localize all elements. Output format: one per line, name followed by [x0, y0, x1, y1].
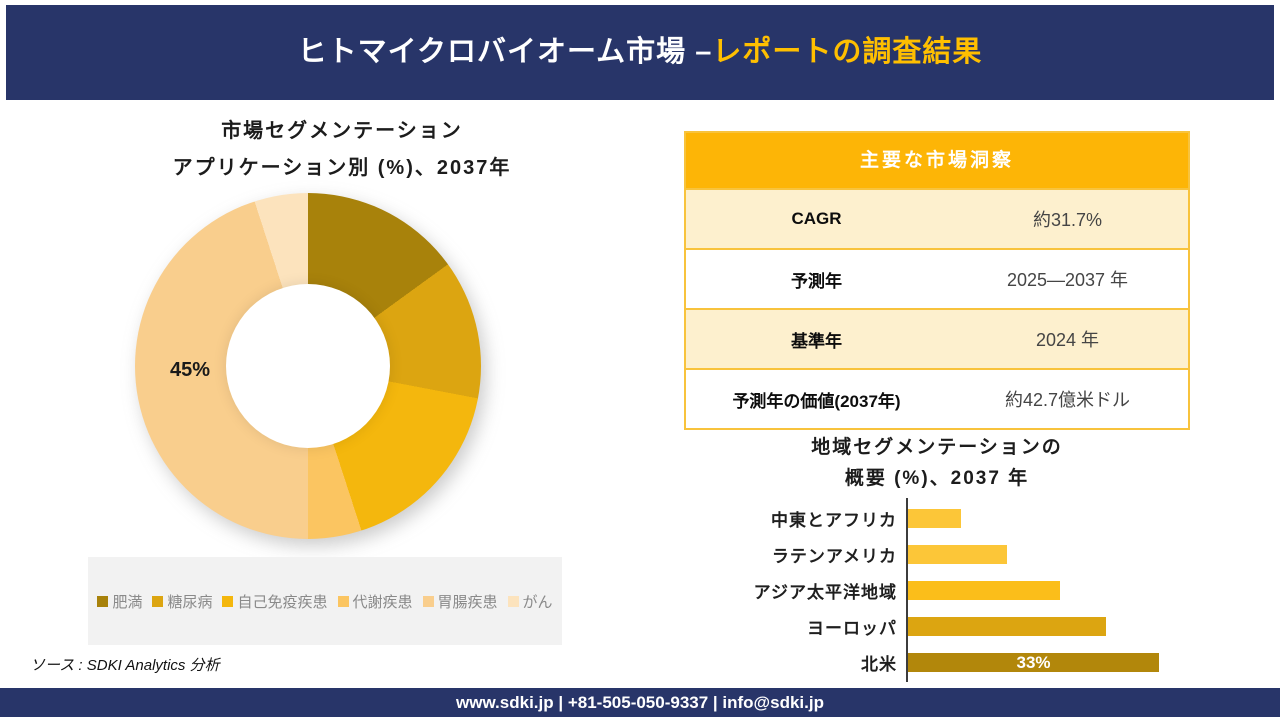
bar-row: 中東とアフリカ [690, 500, 1250, 536]
bar-category-label: ラテンアメリカ [771, 546, 897, 566]
legend-swatch [337, 595, 349, 607]
footer-banner: www.sdki.jp | +81-505-050-9337 | info@sd… [0, 688, 1280, 717]
legend-label: 糖尿病 [167, 593, 213, 611]
table-row-label: 予測年 [791, 271, 843, 291]
table-row-label: CAGR [791, 209, 842, 228]
legend-swatch [97, 595, 109, 607]
legend-label: がん [522, 593, 553, 611]
bar-chart-title: 地域セグメンテーションの 概要 (%)、2037 年 [700, 432, 1174, 494]
donut-chart-title-line2: アプリケーション別 (%)、2037年 [172, 157, 512, 179]
legend-item: 代謝疾患 [337, 591, 413, 612]
table-row: 基準年 2024 年 [686, 308, 1188, 368]
bar-row: 北米 33% [690, 644, 1250, 680]
legend-swatch [507, 595, 519, 607]
source-note: ソース : SDKI Analytics 分析 [30, 657, 220, 674]
page-title-accent: レポートの調査結果 [712, 36, 983, 68]
legend-label: 胃腸疾患 [437, 593, 498, 611]
legend-swatch [152, 595, 164, 607]
insights-table-header: 主要な市場洞察 [686, 133, 1188, 188]
legend-label: 自己免疫疾患 [237, 593, 328, 611]
legend-swatch [422, 595, 434, 607]
table-row: 予測年の価値(2037年) 約42.7億米ドル [686, 368, 1188, 428]
donut-chart: 45% [135, 193, 481, 539]
table-row-label: 基準年 [791, 331, 843, 351]
table-row: 予測年 2025—2037 年 [686, 248, 1188, 308]
bar-row: ヨーロッパ [690, 608, 1250, 644]
legend-swatch [222, 595, 234, 607]
donut-data-label: 45% [169, 359, 211, 381]
legend-item: がん [507, 591, 553, 612]
table-row-value: 2024 年 [1035, 330, 1100, 350]
bar-chart-axis [906, 498, 908, 682]
table-row-value: 約42.7億米ドル [1004, 390, 1131, 410]
bar [908, 544, 1007, 564]
legend-label: 肥満 [112, 593, 143, 611]
footer-contact: www.sdki.jp | +81-505-050-9337 | info@sd… [456, 693, 824, 712]
bar [908, 616, 1106, 636]
legend-label: 代謝疾患 [352, 593, 413, 611]
donut-chart-title: 市場セグメンテーション アプリケーション別 (%)、2037年 [62, 113, 622, 187]
chart-legend: 肥満 糖尿病 自己免疫疾患 代謝疾患 胃腸疾患 がん [88, 557, 562, 645]
page-title-main: ヒトマイクロバイオーム市場 – [297, 36, 713, 68]
bar-row: ラテンアメリカ [690, 536, 1250, 572]
legend-item: 糖尿病 [152, 591, 212, 612]
bar-chart-title-line2: 概要 (%)、2037 年 [844, 468, 1030, 489]
insights-table-body: CAGR 約31.7% 予測年 2025—2037 年基準年 2024 年予測年の価値(… [686, 188, 1188, 428]
bar-row: アジア太平洋地域 [690, 572, 1250, 608]
legend-item: 胃腸疾患 [422, 591, 498, 612]
table-row-value: 2025—2037 年 [1006, 270, 1129, 290]
insights-table: 主要な市場洞察 CAGR 約31.7% 予測年 2025—2037 年基準年 2024 … [684, 131, 1190, 430]
bar [908, 580, 1060, 600]
legend-item: 肥満 [97, 591, 142, 612]
table-row-value: 約31.7% [1032, 210, 1103, 230]
donut-hole [226, 284, 390, 448]
header-banner: ヒトマイクロバイオーム市場 –レポートの調査結果 [6, 5, 1274, 100]
bar [908, 508, 961, 528]
bar-chart: 中東とアフリカ ラテンアメリカアジア太平洋地域ヨーロッパ北米 33% [690, 500, 1250, 680]
bar-category-label: アジア太平洋地域 [753, 582, 897, 602]
bar-category-label: 北米 [861, 654, 897, 674]
donut-chart-title-line1: 市場セグメンテーション [221, 120, 463, 142]
bar-category-label: ヨーロッパ [807, 618, 897, 638]
table-row: CAGR 約31.7% [686, 188, 1188, 248]
table-row-label: 予測年の価値(2037年) [732, 391, 901, 411]
bar-category-label: 中東とアフリカ [771, 510, 897, 530]
legend-item: 自己免疫疾患 [222, 591, 328, 612]
bar: 33% [908, 652, 1159, 672]
bar-chart-title-line1: 地域セグメンテーションの [811, 437, 1063, 458]
page-title: ヒトマイクロバイオーム市場 –レポートの調査結果 [6, 5, 1274, 100]
